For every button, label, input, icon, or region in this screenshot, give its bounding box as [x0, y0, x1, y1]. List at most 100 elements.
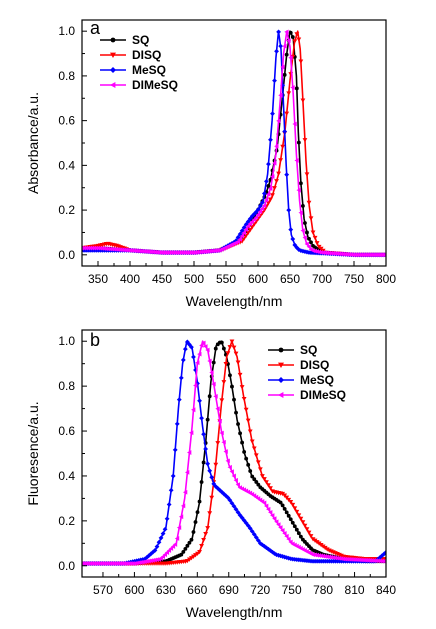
data-point: [203, 446, 209, 452]
series-mesq: [82, 29, 386, 258]
data-point: [272, 160, 277, 166]
data-point: [217, 487, 223, 493]
data-point: [118, 247, 123, 253]
x-tick-label: 750: [282, 583, 302, 597]
data-point: [294, 86, 299, 91]
data-point: [235, 234, 241, 240]
data-point: [252, 477, 257, 482]
data-point: [276, 171, 281, 177]
data-point: [309, 240, 313, 245]
data-point: [237, 236, 242, 242]
data-point: [290, 236, 296, 242]
data-point: [365, 557, 370, 563]
data-point: [294, 32, 300, 37]
data-point: [229, 339, 235, 344]
legend-marker: [278, 362, 284, 368]
plot-frame: [81, 19, 387, 267]
legend-label: MeSQ: [300, 373, 334, 387]
data-point: [284, 533, 289, 539]
data-point: [276, 29, 281, 35]
data-point: [322, 545, 328, 551]
data-point: [375, 558, 380, 564]
data-point: [225, 495, 231, 501]
data-point: [262, 477, 267, 482]
data-point: [223, 449, 228, 454]
data-point: [128, 247, 133, 253]
data-point: [233, 351, 239, 356]
data-point: [294, 527, 299, 532]
data-point: [213, 346, 218, 351]
data-point: [174, 536, 180, 541]
data-point: [290, 35, 295, 39]
data-point: [187, 540, 192, 545]
data-point: [178, 375, 184, 381]
data-point: [300, 98, 306, 103]
data-point: [191, 407, 196, 413]
data-point: [259, 206, 265, 211]
data-point: [221, 346, 226, 351]
x-axis-label: Wavelength/nm: [186, 604, 283, 620]
data-point: [225, 351, 231, 356]
series-line-mesq: [82, 30, 386, 256]
data-point: [357, 557, 362, 563]
data-point: [122, 247, 127, 253]
data-point: [178, 514, 184, 520]
data-point: [274, 143, 279, 149]
data-point: [197, 398, 202, 404]
series-sq: [82, 340, 386, 566]
data-point: [296, 513, 302, 518]
data-point: [142, 248, 147, 254]
data-point: [322, 250, 328, 256]
y-axis-label: Absorbance/a.u.: [25, 92, 41, 194]
y-tick-label: 0.8: [58, 69, 75, 83]
data-point: [312, 552, 317, 558]
data-point: [355, 557, 360, 563]
data-point: [144, 558, 149, 564]
data-point: [303, 221, 307, 225]
data-point: [268, 509, 273, 515]
data-point: [205, 461, 211, 467]
data-point: [302, 249, 308, 254]
data-point: [369, 558, 374, 563]
data-point: [266, 506, 271, 512]
data-point: [367, 558, 372, 563]
data-point: [231, 473, 236, 479]
data-point: [209, 474, 215, 480]
data-point: [324, 250, 330, 256]
data-point: [170, 544, 176, 549]
y-tick-label: 0.6: [58, 114, 75, 128]
data-point: [97, 245, 103, 251]
data-point: [307, 236, 311, 241]
data-point: [296, 140, 301, 145]
data-point: [164, 516, 170, 522]
legend-marker: [110, 52, 116, 58]
data-point: [347, 252, 352, 257]
data-point: [304, 241, 309, 247]
data-point: [276, 552, 281, 558]
x-tick-label: 450: [152, 272, 172, 286]
series-line-sq: [82, 30, 386, 256]
data-point: [140, 248, 145, 254]
data-point: [228, 373, 232, 378]
y-tick-label: 0.8: [58, 379, 75, 393]
data-point: [201, 460, 206, 465]
y-tick-label: 1.0: [58, 24, 75, 38]
data-point: [282, 530, 287, 536]
data-point: [174, 421, 180, 427]
data-point: [377, 558, 382, 564]
data-point: [215, 406, 220, 412]
data-point: [166, 502, 172, 507]
data-point: [288, 500, 294, 505]
data-point: [120, 247, 125, 253]
legend-item-dimesq: DIMeSQ: [100, 78, 178, 92]
x-tick-label: 810: [345, 583, 365, 597]
data-point: [286, 91, 292, 96]
legend-marker: [278, 392, 284, 398]
data-point: [339, 251, 344, 257]
x-tick-label: 600: [124, 583, 144, 597]
data-point: [170, 473, 176, 479]
data-point: [164, 550, 170, 555]
data-point: [134, 248, 139, 254]
data-point: [334, 555, 340, 561]
